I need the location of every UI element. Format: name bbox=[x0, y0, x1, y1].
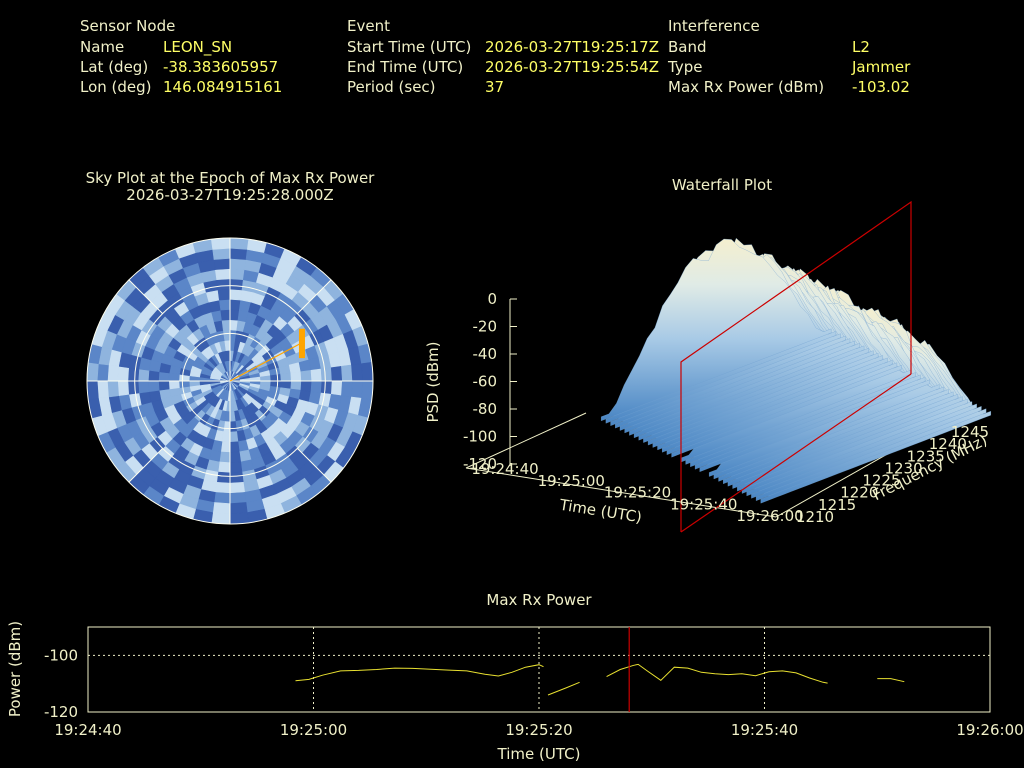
lon-value: 146.084915161 bbox=[163, 78, 283, 96]
line-chart-x-tick: 19:24:40 bbox=[54, 721, 121, 739]
line-chart-y-label: Power (dBm) bbox=[6, 621, 24, 717]
waterfall-psd-tick: -60 bbox=[473, 373, 498, 391]
sky-plot-cells bbox=[87, 238, 373, 524]
waterfall-psd-tick: 0 bbox=[487, 290, 497, 308]
sky-direction-line bbox=[229, 342, 303, 382]
waterfall-frequency-tick: 1225 bbox=[862, 472, 900, 490]
sky-marker-point bbox=[298, 335, 305, 339]
waterfall-time-axis bbox=[465, 467, 777, 518]
waterfall-frequency-tick: 1235 bbox=[907, 447, 945, 465]
waterfall-time-tick: 19:25:20 bbox=[604, 484, 671, 502]
waterfall-time-tick: 19:25:00 bbox=[538, 472, 605, 490]
line-chart-x-tick: 19:25:00 bbox=[280, 721, 347, 739]
sky-cell bbox=[361, 361, 373, 382]
name-label: Name bbox=[80, 38, 125, 56]
line-chart-segment bbox=[877, 678, 905, 683]
sky-marker-point bbox=[298, 352, 305, 356]
line-chart-y-tick: -100 bbox=[44, 646, 78, 664]
sky-spoke bbox=[297, 279, 332, 314]
waterfall-strip bbox=[600, 238, 832, 422]
sky-spoke bbox=[297, 448, 332, 483]
waterfall-time-tick: 19:26:00 bbox=[736, 507, 803, 525]
waterfall-time-tick: 19:25:40 bbox=[670, 495, 737, 513]
sky-marker-point bbox=[298, 347, 305, 351]
line-chart-segment bbox=[606, 663, 828, 684]
waterfall-title: Waterfall Plot bbox=[671, 176, 773, 194]
line-chart-y-tick: -120 bbox=[44, 703, 78, 721]
band-label: Band bbox=[668, 38, 707, 56]
line-chart-title: Max Rx Power bbox=[486, 591, 592, 609]
waterfall-frequency-tick: 1230 bbox=[884, 459, 922, 477]
end-time-value: 2026-03-27T19:25:54Z bbox=[485, 58, 659, 76]
line-chart-x-label: Time (UTC) bbox=[497, 745, 581, 763]
end-time-label: End Time (UTC) bbox=[347, 58, 464, 76]
waterfall-frequency-tick: 1210 bbox=[796, 508, 834, 526]
name-value: LEON_SN bbox=[163, 38, 233, 56]
line-chart-frame bbox=[87, 626, 991, 713]
max-rx-power-label: Max Rx Power (dBm) bbox=[668, 78, 825, 96]
type-value: Jammer bbox=[852, 58, 911, 76]
lat-value: -38.383605957 bbox=[163, 58, 279, 76]
line-chart-segment bbox=[295, 664, 544, 682]
waterfall-frequency-tick: 1215 bbox=[818, 496, 856, 514]
lon-label: Lon (deg) bbox=[80, 78, 152, 96]
sky-spoke bbox=[128, 279, 163, 314]
waterfall-marker-base bbox=[680, 373, 912, 533]
line-chart-segment bbox=[547, 681, 580, 696]
waterfall-frequency-tick: 1220 bbox=[840, 484, 878, 502]
lat-label: Lat (deg) bbox=[80, 58, 149, 76]
sky-plot-direction-marker bbox=[229, 328, 305, 382]
period-label: Period (sec) bbox=[347, 78, 436, 96]
waterfall-psd-tick: -100 bbox=[463, 428, 497, 446]
line-chart-grid bbox=[87, 626, 991, 713]
sky-marker-point bbox=[298, 333, 305, 337]
sky-cell bbox=[210, 238, 231, 250]
line-chart-labels: 19:24:40 19:25:00 19:25:20 19:25:40 19:26:00… bbox=[6, 621, 1024, 763]
sky-marker-point bbox=[298, 340, 305, 344]
waterfall-psd-axis-label: PSD (dBm) bbox=[424, 341, 442, 422]
band-value: L2 bbox=[852, 38, 870, 56]
interference-title: Interference bbox=[668, 17, 760, 35]
sky-marker-point bbox=[298, 355, 305, 359]
sensor-node-title: Sensor Node bbox=[80, 17, 176, 35]
sky-plot-subtitle: 2026-03-27T19:25:28.000Z bbox=[126, 186, 334, 204]
waterfall-psd-tick: -120 bbox=[463, 455, 497, 473]
type-label: Type bbox=[668, 58, 703, 76]
waterfall-time-marker bbox=[680, 200, 912, 533]
sky-marker-point bbox=[298, 328, 305, 332]
line-chart-series bbox=[295, 627, 905, 712]
sky-marker-point bbox=[298, 331, 305, 335]
event-title: Event bbox=[347, 17, 390, 35]
line-chart-x-tick: 19:25:40 bbox=[731, 721, 798, 739]
waterfall-frequency-tick: 1245 bbox=[951, 423, 989, 441]
sky-spoke bbox=[128, 448, 163, 483]
sky-marker-point bbox=[298, 338, 305, 342]
sky-cell bbox=[87, 380, 99, 401]
sky-marker-point bbox=[298, 350, 305, 354]
sky-plot-title: Sky Plot at the Epoch of Max Rx Power bbox=[85, 169, 375, 187]
period-value: 37 bbox=[485, 78, 505, 96]
start-time-value: 2026-03-27T19:25:17Z bbox=[485, 38, 659, 56]
waterfall-psd-tick: -80 bbox=[473, 400, 498, 418]
max-rx-power-value: -103.02 bbox=[852, 78, 910, 96]
line-chart-x-tick: 19:25:20 bbox=[505, 721, 572, 739]
start-time-label: Start Time (UTC) bbox=[347, 38, 472, 56]
waterfall-marker-outline bbox=[680, 200, 912, 532]
waterfall-frequency-tick: 1240 bbox=[929, 435, 967, 453]
waterfall-surface bbox=[600, 237, 992, 504]
sky-marker-point bbox=[298, 345, 305, 349]
waterfall-time-tick: 19:24:40 bbox=[471, 460, 538, 478]
line-chart-x-tick: 19:26:00 bbox=[956, 721, 1023, 739]
sky-cell bbox=[229, 512, 250, 524]
waterfall-psd-tick: -40 bbox=[473, 345, 498, 363]
sky-plot-grid bbox=[86, 237, 374, 525]
sky-marker-point bbox=[298, 343, 305, 347]
waterfall-psd-tick: -20 bbox=[473, 318, 498, 336]
waterfall-time-axis-back bbox=[465, 412, 587, 469]
